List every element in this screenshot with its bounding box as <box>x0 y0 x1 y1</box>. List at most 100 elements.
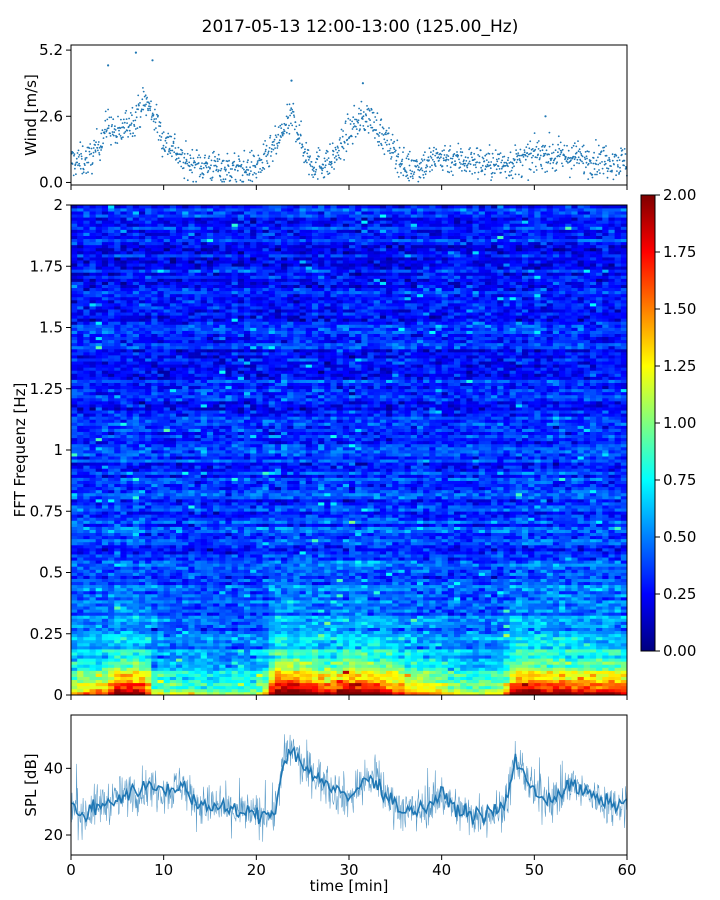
wind-point <box>328 163 330 166</box>
spectrogram-cell <box>132 303 140 307</box>
spectrogram-cell <box>145 566 152 570</box>
spectrogram-cell <box>132 238 140 243</box>
spectrogram-cell <box>169 446 177 451</box>
spectrogram-cell <box>194 281 202 285</box>
spectrogram-cell <box>120 437 127 442</box>
spectrogram-cell <box>176 661 183 665</box>
spectrogram-cell <box>145 572 152 576</box>
spectrogram-cell <box>120 278 127 282</box>
wind-point <box>164 146 167 149</box>
wind-point <box>434 165 437 168</box>
spectrogram-cell <box>95 679 103 684</box>
spectrogram-cell <box>194 241 202 246</box>
spectrogram-cell <box>151 529 158 534</box>
spectrogram-cell <box>126 456 134 460</box>
spectrogram-cell <box>77 633 84 638</box>
spectrogram-cell <box>77 502 84 506</box>
spectrogram-cell <box>182 287 189 292</box>
spectrogram-cell <box>194 217 202 221</box>
spectrogram-cell <box>114 205 121 209</box>
spectrogram-cell <box>200 440 208 445</box>
spectrogram-cell <box>169 434 177 439</box>
spectrogram-cell <box>120 649 127 653</box>
spectrogram-cell <box>182 477 189 481</box>
spectrogram-cell <box>182 229 189 233</box>
spectrogram-cell <box>77 664 84 668</box>
wind-point <box>126 129 129 132</box>
spectrogram-cell <box>114 321 121 325</box>
spectrogram-cell <box>132 468 140 472</box>
spectrogram-cell <box>95 587 103 592</box>
wind-point <box>247 169 250 171</box>
wind-point <box>567 162 569 164</box>
spectrogram-cell <box>132 309 140 313</box>
wind-point <box>408 150 411 153</box>
spectrogram-cell <box>108 306 115 310</box>
spectrogram-cell <box>95 416 103 420</box>
spectrogram-cell <box>71 505 78 509</box>
spectrogram-cell <box>200 333 208 338</box>
spectrogram-cell <box>145 428 152 432</box>
spectrogram-cell <box>188 489 195 494</box>
spectrogram-cell <box>182 508 189 512</box>
spectrogram-cell <box>138 287 146 292</box>
spectrogram-cell <box>101 471 109 475</box>
wind-point <box>308 156 311 159</box>
spectrogram-cell <box>151 658 158 662</box>
spectrogram-cell <box>194 685 202 690</box>
wind-point <box>372 111 375 114</box>
spectrogram-cell <box>206 618 214 622</box>
wind-point <box>234 178 237 181</box>
spectrogram-cell <box>188 287 195 292</box>
spectrogram-cell <box>151 523 158 527</box>
spectrogram-cell <box>200 241 208 246</box>
wind-point <box>89 164 92 166</box>
spectrogram-cell <box>151 551 158 555</box>
spectrogram-cell <box>120 471 127 475</box>
wind-point <box>238 158 241 161</box>
spectrogram-cell <box>132 290 140 295</box>
spectrogram-cell <box>169 281 177 285</box>
spectrogram-cell <box>132 679 140 684</box>
spectrogram-cell <box>89 211 97 215</box>
spectrogram-cell <box>77 642 84 647</box>
wind-point <box>541 149 544 152</box>
wind-point <box>198 154 200 157</box>
spectrogram-cell <box>101 443 109 448</box>
wind-point <box>577 156 580 159</box>
spectrogram-cell <box>108 636 115 641</box>
spectrogram-cell <box>71 489 78 494</box>
wind-point <box>255 176 258 179</box>
wind-point <box>174 147 177 149</box>
spectrogram-cell <box>151 511 158 515</box>
spectrogram-cell <box>151 425 158 429</box>
spectrogram-cell <box>114 575 121 579</box>
spectrogram-cell <box>176 505 183 509</box>
spectrogram-cell <box>163 379 171 383</box>
spectrogram-cell <box>176 226 183 230</box>
wind-point <box>177 161 180 164</box>
spectrogram-cell <box>108 483 115 488</box>
wind-point <box>615 154 618 157</box>
spectrogram-cell <box>120 397 127 402</box>
spectrogram-cell <box>194 410 202 414</box>
spectrogram-cell <box>120 327 127 331</box>
wind-point <box>440 153 443 156</box>
spectrogram-cell <box>200 612 208 616</box>
spectrogram-cell <box>176 673 183 677</box>
spectrogram-cell <box>77 254 84 258</box>
wind-point <box>210 159 213 162</box>
spectrogram-cell <box>163 324 171 328</box>
spectrogram-cell <box>89 535 97 540</box>
spectrogram-cell <box>157 483 165 488</box>
wind-point <box>392 142 394 145</box>
spectrogram-cell <box>126 468 134 472</box>
spectrogram-cell <box>120 238 127 243</box>
spectrogram-cell <box>182 410 189 414</box>
spectrogram-cell <box>145 419 152 423</box>
wind-point <box>438 159 440 162</box>
wind-point <box>601 167 604 170</box>
spectrogram-cell <box>176 296 183 301</box>
spectrogram-cell <box>188 272 195 276</box>
spectrogram-cell <box>151 587 158 592</box>
